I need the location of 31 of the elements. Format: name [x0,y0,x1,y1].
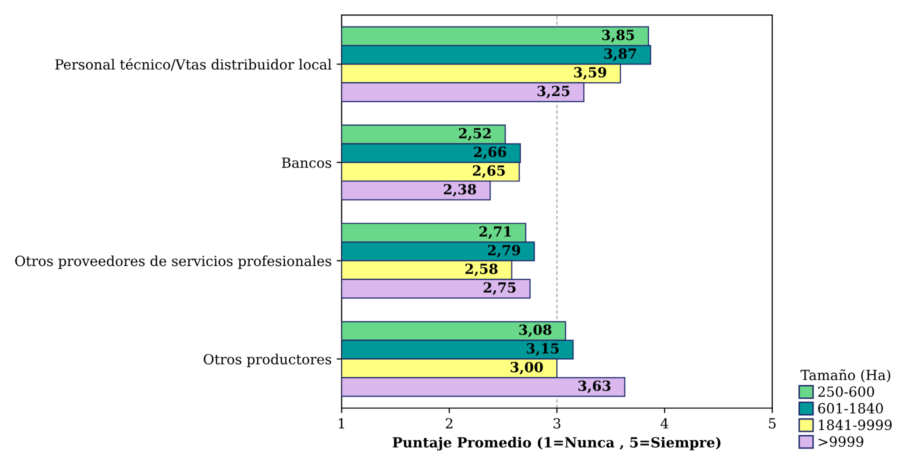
legend-label: 601-1840 [818,403,883,414]
x-tick-label: 2 [446,418,452,428]
x-tick-label: 3 [554,418,560,429]
data-label: 3,08 [519,324,552,338]
x-axis-title: Puntaje Promedio (1=Nunca , 5=Siempre) [392,436,720,450]
data-label: 3,63 [578,380,610,394]
y-tick-label: Otros proveedores de servicios profesionales [15,255,332,269]
data-label: 3,85 [602,30,634,42]
y-tick-label: Personal técnico/Vtas distribuidor local [55,58,332,71]
data-label: 2,75 [484,282,516,295]
data-label: 2,38 [444,184,476,197]
data-label: 2,65 [472,165,505,178]
legend-label: 1841-9999 [818,420,892,430]
data-label: 2,71 [479,226,511,239]
data-label: 3,25 [538,86,570,98]
x-tick-label: 4 [660,418,668,428]
x-tick-label: 5 [769,418,776,429]
y-tick-label: Otros productores [204,354,332,368]
data-label: 3,15 [526,343,559,356]
legend-title: Tamaño (Ha) [800,369,890,382]
data-label: 2,79 [488,244,520,258]
data-label: 2,66 [474,146,506,160]
data-label: 3,00 [510,362,543,374]
y-tick-label: Bancos [282,158,332,168]
data-label: 2,52 [458,128,491,141]
legend-label: 250-600 [818,386,874,397]
legend-label: >9999 [818,436,864,447]
data-label: 2,58 [465,264,498,276]
data-label: 3,59 [574,67,606,80]
x-tick-label: 1 [338,418,344,428]
data-label: 3,87 [604,48,636,61]
